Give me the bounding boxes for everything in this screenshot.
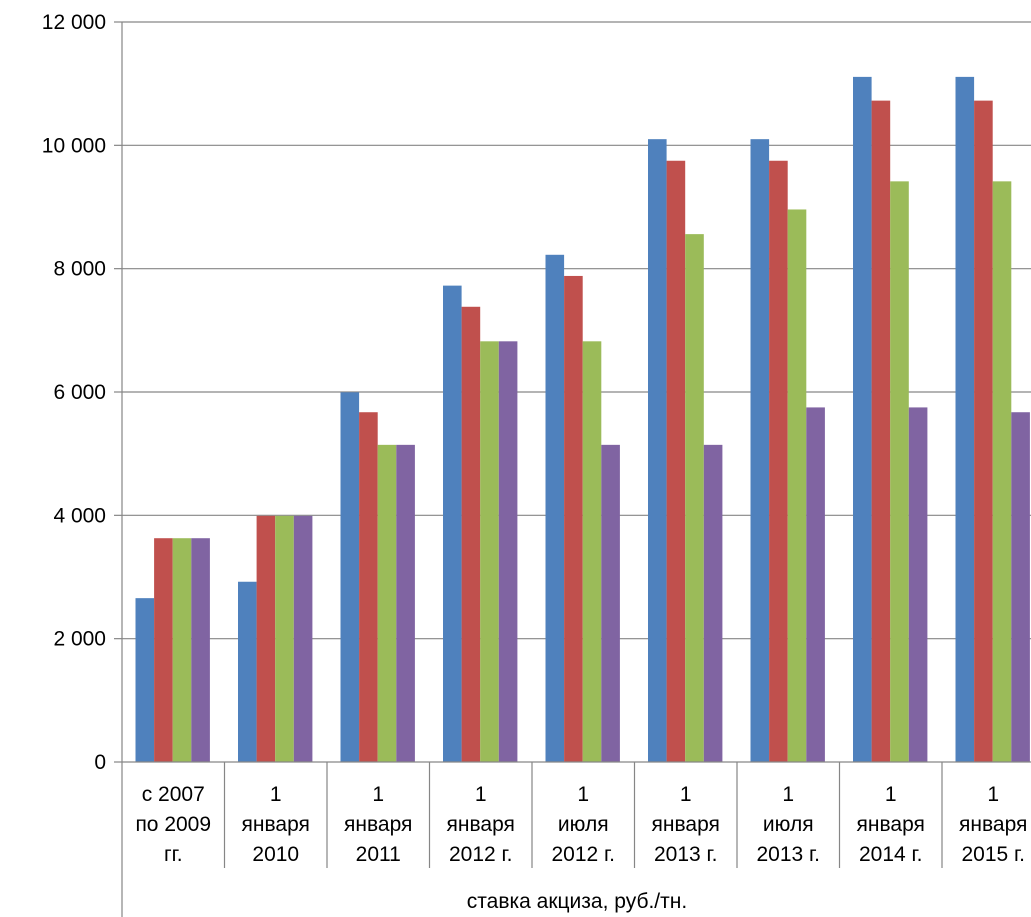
category-label: 1 bbox=[577, 783, 589, 806]
bar bbox=[498, 341, 518, 762]
category-label: 2013 г. bbox=[757, 843, 820, 866]
category-label: по 2009 bbox=[135, 813, 211, 836]
y-tick-label: 8 000 bbox=[53, 258, 106, 281]
bar bbox=[340, 392, 360, 762]
bar bbox=[238, 581, 257, 762]
bar bbox=[172, 538, 192, 762]
category-label: 1 bbox=[885, 783, 897, 806]
bar bbox=[871, 100, 891, 762]
bar bbox=[890, 181, 909, 762]
category-label: января bbox=[959, 813, 1027, 836]
bar bbox=[461, 306, 481, 762]
bar bbox=[703, 444, 723, 762]
bar bbox=[908, 407, 928, 762]
category-label: 2010 bbox=[252, 843, 299, 866]
bar bbox=[443, 285, 462, 762]
category-label: января bbox=[447, 813, 515, 836]
category-label: 2014 г. bbox=[859, 843, 922, 866]
bar bbox=[769, 160, 788, 762]
category-label: 2015 г. bbox=[962, 843, 1025, 866]
category-label: 1 bbox=[475, 783, 487, 806]
y-tick-label: 2 000 bbox=[53, 628, 106, 651]
category-label: 1 bbox=[372, 783, 384, 806]
bar bbox=[853, 76, 872, 763]
category-label: 2013 г. bbox=[654, 843, 717, 866]
category-label: 2011 bbox=[356, 843, 401, 866]
category-label: июля bbox=[558, 813, 609, 836]
y-tick-label: 12 000 bbox=[42, 11, 106, 34]
bars bbox=[135, 76, 1030, 763]
category-label: января bbox=[857, 813, 925, 836]
bar bbox=[256, 515, 276, 762]
y-tick-labels: 0 2 000 4 000 6 000 8 000 10 000 12 000 bbox=[42, 11, 106, 774]
category-label: 2012 г. bbox=[449, 843, 512, 866]
category-label: с 2007 bbox=[142, 783, 205, 806]
bar bbox=[1011, 412, 1030, 762]
category-label: 1 bbox=[782, 783, 794, 806]
category-label: 1 bbox=[987, 783, 999, 806]
y-tick-label: 0 bbox=[94, 751, 106, 774]
bar bbox=[191, 538, 210, 762]
category-label: января bbox=[652, 813, 720, 836]
bar bbox=[787, 209, 807, 762]
y-tick-label: 6 000 bbox=[53, 381, 106, 404]
y-tick-label: 10 000 bbox=[42, 134, 106, 157]
bar bbox=[582, 341, 602, 762]
category-label: гг. bbox=[164, 843, 183, 866]
bar bbox=[293, 515, 313, 762]
bar bbox=[974, 100, 993, 762]
category-label: июля bbox=[763, 813, 814, 836]
category-labels: с 2007 по 2009 гг. 1 января 2010 1 января 2011 1 я… bbox=[135, 783, 1027, 866]
bar bbox=[564, 275, 583, 762]
x-axis-title: ставка акциза, руб./тн. bbox=[467, 890, 687, 913]
axes bbox=[114, 21, 1031, 917]
bar bbox=[601, 444, 620, 762]
category-label: 2012 г. bbox=[552, 843, 615, 866]
bar bbox=[396, 444, 415, 762]
bar bbox=[992, 181, 1012, 762]
bar bbox=[275, 515, 294, 762]
category-label: января bbox=[242, 813, 310, 836]
bar bbox=[135, 598, 155, 762]
bar bbox=[666, 160, 686, 762]
bar bbox=[359, 412, 378, 762]
bar bbox=[955, 76, 975, 763]
bar bbox=[545, 254, 565, 762]
category-label: 1 bbox=[270, 783, 282, 806]
y-tick-label: 4 000 bbox=[53, 504, 106, 527]
bar bbox=[648, 139, 667, 762]
category-label: 1 bbox=[680, 783, 692, 806]
bar bbox=[480, 341, 499, 762]
category-label: января bbox=[344, 813, 412, 836]
bar bbox=[154, 538, 173, 762]
bar bbox=[685, 234, 704, 763]
bar bbox=[377, 444, 397, 762]
bar bbox=[750, 139, 770, 762]
bar bbox=[806, 407, 825, 762]
